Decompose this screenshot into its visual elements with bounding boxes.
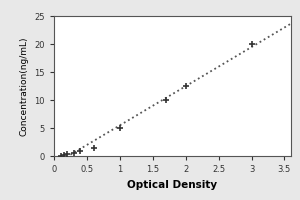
Y-axis label: Concentration(ng/mL): Concentration(ng/mL) xyxy=(20,36,29,136)
X-axis label: Optical Density: Optical Density xyxy=(128,180,218,190)
